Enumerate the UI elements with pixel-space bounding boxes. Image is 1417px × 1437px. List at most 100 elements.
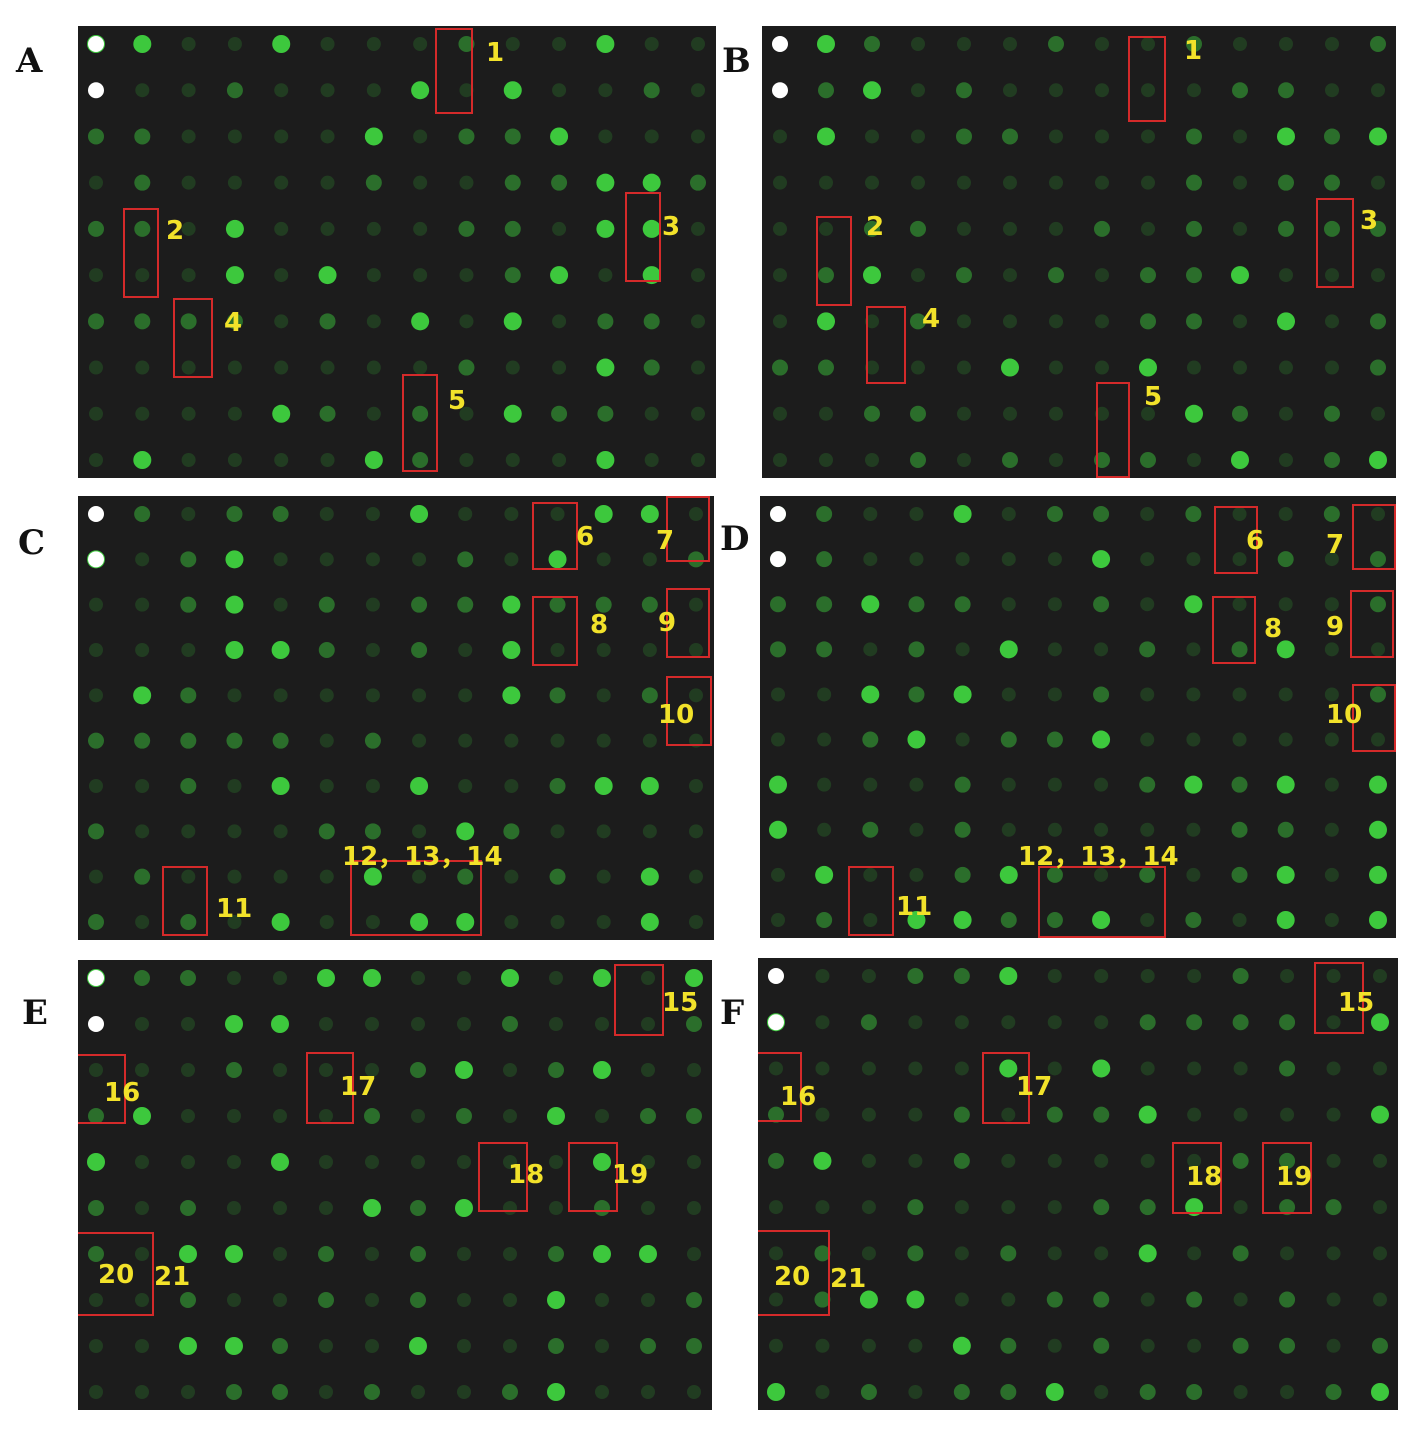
array-spot [274, 314, 289, 329]
array-spot [1094, 452, 1110, 468]
array-spot [596, 869, 611, 884]
array-spot [1140, 313, 1156, 330]
array-spot [135, 360, 150, 375]
spot-label: 4 [224, 308, 243, 338]
array-spot [458, 733, 473, 748]
array-spot [1002, 452, 1018, 468]
array-spot [595, 1385, 609, 1399]
array-spot [999, 640, 1018, 659]
array-spot [412, 552, 427, 567]
array-spot [133, 1107, 151, 1125]
array-spot [1139, 866, 1156, 883]
array-spot [135, 1017, 149, 1031]
array-spot [1141, 175, 1155, 190]
array-spot [688, 551, 704, 568]
array-spot [954, 1200, 969, 1215]
array-spot [691, 268, 705, 283]
array-spot [865, 129, 879, 144]
array-spot [815, 865, 834, 884]
array-spot [458, 220, 475, 237]
panel-letter-b: B [722, 41, 751, 81]
array-spot [1232, 405, 1248, 422]
control-spot [88, 82, 104, 99]
array-spot [1139, 1199, 1156, 1216]
array-spot [88, 732, 104, 749]
array-spot [954, 1015, 969, 1030]
array-spot [1095, 406, 1109, 421]
array-spot [549, 687, 566, 704]
array-spot [135, 1247, 149, 1261]
array-spot [815, 1338, 830, 1353]
array-spot [689, 915, 703, 929]
array-spot [135, 1339, 149, 1353]
array-spot [457, 1017, 471, 1031]
array-spot [1231, 266, 1249, 285]
array-spot [1001, 1015, 1016, 1030]
array-spot [225, 1337, 243, 1355]
array-spot [274, 360, 289, 375]
array-spot [88, 220, 104, 237]
spot-label: 2 [166, 216, 185, 246]
array-spot [1139, 1384, 1156, 1400]
array-spot [689, 507, 703, 521]
array-spot [227, 869, 242, 884]
array-spot [861, 685, 880, 704]
array-spot [1325, 37, 1339, 51]
array-spot [1046, 1291, 1063, 1308]
array-spot [365, 1017, 379, 1031]
array-spot [770, 641, 786, 658]
array-spot [686, 1108, 702, 1124]
array-spot [1371, 507, 1385, 521]
array-spot [319, 552, 334, 567]
array-spot [1046, 912, 1063, 928]
array-spot [1140, 732, 1155, 747]
array-spot [908, 1061, 923, 1076]
array-spot [1324, 552, 1339, 567]
array-spot [1047, 1015, 1062, 1030]
array-spot [1140, 913, 1155, 927]
array-spot [1001, 1292, 1016, 1307]
array-spot [1326, 969, 1341, 983]
array-spot [226, 1062, 242, 1078]
array-spot [1277, 312, 1295, 331]
array-spot [180, 687, 197, 704]
array-spot [410, 1246, 426, 1262]
array-spot [1280, 1107, 1295, 1122]
panel-letter-f: F [720, 993, 745, 1033]
array-spot [1140, 597, 1155, 612]
array-spot [365, 1063, 379, 1077]
array-spot [180, 1292, 196, 1308]
array-spot [550, 266, 569, 285]
array-spot [909, 867, 924, 882]
array-spot [552, 314, 567, 329]
array-spot [953, 505, 972, 523]
array-spot [503, 823, 520, 840]
array-spot [1049, 453, 1063, 467]
array-spot [642, 643, 657, 657]
array-spot [596, 451, 615, 469]
array-spot [1095, 129, 1109, 144]
highlight-box [402, 374, 438, 472]
array-spot [366, 406, 381, 421]
array-spot [550, 507, 565, 521]
array-spot [411, 81, 430, 100]
array-spot [273, 1063, 287, 1077]
array-spot [364, 823, 381, 840]
array-spot [413, 175, 428, 190]
spot-label: 18 [1186, 1162, 1223, 1192]
array-spot [318, 823, 335, 840]
array-spot [769, 1200, 783, 1215]
array-spot [1232, 82, 1248, 99]
array-spot [227, 1201, 241, 1215]
control-spot [88, 36, 104, 52]
array-spot [274, 453, 289, 467]
control-spot [770, 506, 786, 522]
array-spot [1001, 507, 1016, 521]
array-spot [318, 596, 335, 613]
array-spot [687, 1385, 701, 1399]
array-spot [1187, 1246, 1202, 1261]
array-spot [273, 1247, 287, 1261]
array-spot [908, 1107, 923, 1122]
array-spot [769, 820, 787, 839]
array-spot [689, 779, 703, 793]
